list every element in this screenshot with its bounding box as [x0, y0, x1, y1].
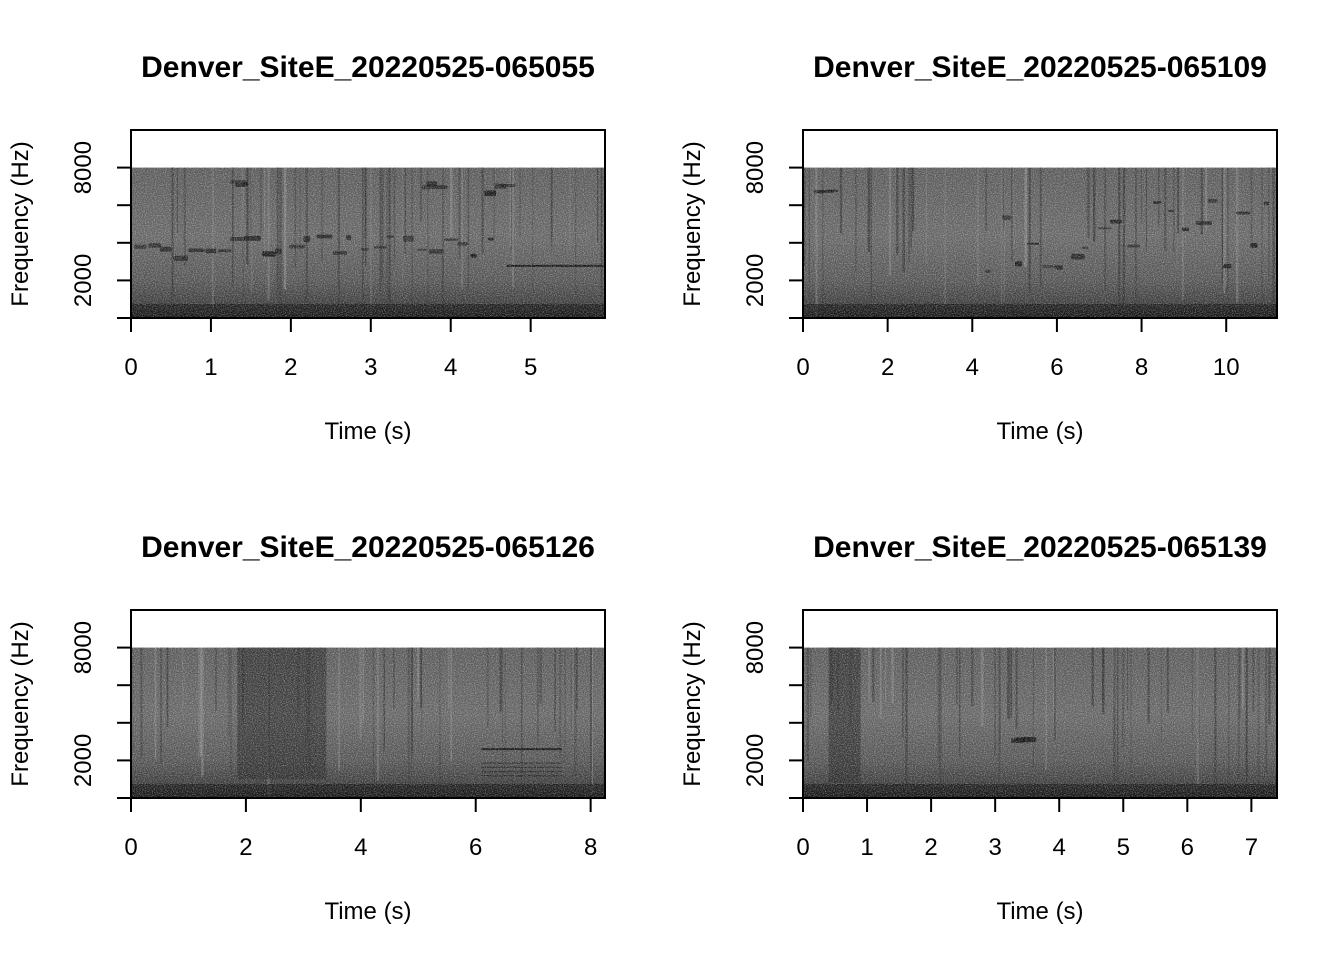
y-axis: 2000 8000 Frequency (Hz): [7, 621, 132, 799]
x-tick-label: 6: [1050, 354, 1063, 381]
x-tick-label: 10: [1213, 354, 1240, 381]
x-tick-label: 1: [204, 354, 217, 381]
chart-title: Denver_SiteE_20220525-065139: [813, 531, 1267, 564]
y-tick-label: 2000: [70, 254, 97, 307]
x-tick-label: 0: [796, 354, 809, 381]
y-axis-label: Frequency (Hz): [679, 141, 706, 306]
x-axis: 0 2 4 6 8 10 Time (s): [796, 317, 1240, 445]
y-axis: 2000 8000 Frequency (Hz): [7, 141, 132, 319]
x-tick-label: 2: [924, 834, 937, 861]
y-tick-label: 2000: [742, 254, 769, 307]
chart-title: Denver_SiteE_20220525-065109: [813, 51, 1267, 84]
x-tick-label: 3: [364, 354, 377, 381]
x-axis-label: Time (s): [996, 418, 1083, 445]
speckle-dark: [803, 167, 1277, 318]
y-axis-label: Frequency (Hz): [7, 621, 34, 786]
x-tick-label: 6: [469, 834, 482, 861]
x-tick-label: 5: [524, 354, 537, 381]
x-tick-label: 4: [1053, 834, 1066, 861]
y-tick-label: 2000: [742, 734, 769, 787]
y-tick-label: 8000: [70, 621, 97, 674]
chart-title: Denver_SiteE_20220525-065126: [141, 531, 595, 564]
y-tick-label: 2000: [70, 734, 97, 787]
x-tick-label: 8: [1135, 354, 1148, 381]
speckle-dark: [131, 167, 605, 318]
spectrogram-panel-4: Denver_SiteE_20220525-065139 0 1 2 3 4 5 6 7 Time…: [679, 531, 1278, 925]
x-tick-label: 2: [881, 354, 894, 381]
speckle-dark: [803, 647, 1277, 798]
x-tick-label: 4: [444, 354, 457, 381]
y-tick-label: 8000: [742, 141, 769, 194]
x-axis-label: Time (s): [324, 418, 411, 445]
y-axis: 2000 8000 Frequency (Hz): [679, 621, 804, 799]
chart-title: Denver_SiteE_20220525-065055: [141, 51, 595, 84]
spectrogram-panel-3: Denver_SiteE_20220525-065126 0 2 4 6 8 Time (s…: [7, 531, 606, 925]
x-tick-label: 5: [1117, 834, 1130, 861]
x-tick-label: 2: [239, 834, 252, 861]
y-axis-label: Frequency (Hz): [7, 141, 34, 306]
x-tick-label: 4: [354, 834, 367, 861]
y-axis-label: Frequency (Hz): [679, 621, 706, 786]
x-tick-label: 6: [1181, 834, 1194, 861]
spectrogram-panel-1: Denver_SiteE_20220525-065055 0 1 2 3 4 5 Time (…: [7, 51, 606, 445]
x-tick-label: 7: [1245, 834, 1258, 861]
x-tick-label: 3: [988, 834, 1001, 861]
x-axis-label: Time (s): [996, 898, 1083, 925]
x-tick-label: 0: [124, 354, 137, 381]
y-tick-label: 8000: [70, 141, 97, 194]
x-tick-label: 8: [584, 834, 597, 861]
speckle-dark: [131, 647, 605, 798]
y-tick-label: 8000: [742, 621, 769, 674]
x-axis: 0 1 2 3 4 5 Time (s): [124, 317, 537, 445]
x-axis: 0 1 2 3 4 5 6 7 Time (s): [796, 797, 1258, 925]
spectrogram-panel-2: Denver_SiteE_20220525-065109 0 2 4 6 8 10 Time …: [679, 51, 1278, 445]
x-tick-label: 0: [124, 834, 137, 861]
y-axis: 2000 8000 Frequency (Hz): [679, 141, 804, 319]
x-tick-label: 4: [966, 354, 979, 381]
x-tick-label: 0: [796, 834, 809, 861]
x-tick-label: 1: [860, 834, 873, 861]
x-tick-label: 2: [284, 354, 297, 381]
x-axis: 0 2 4 6 8 Time (s): [124, 797, 597, 925]
x-axis-label: Time (s): [324, 898, 411, 925]
